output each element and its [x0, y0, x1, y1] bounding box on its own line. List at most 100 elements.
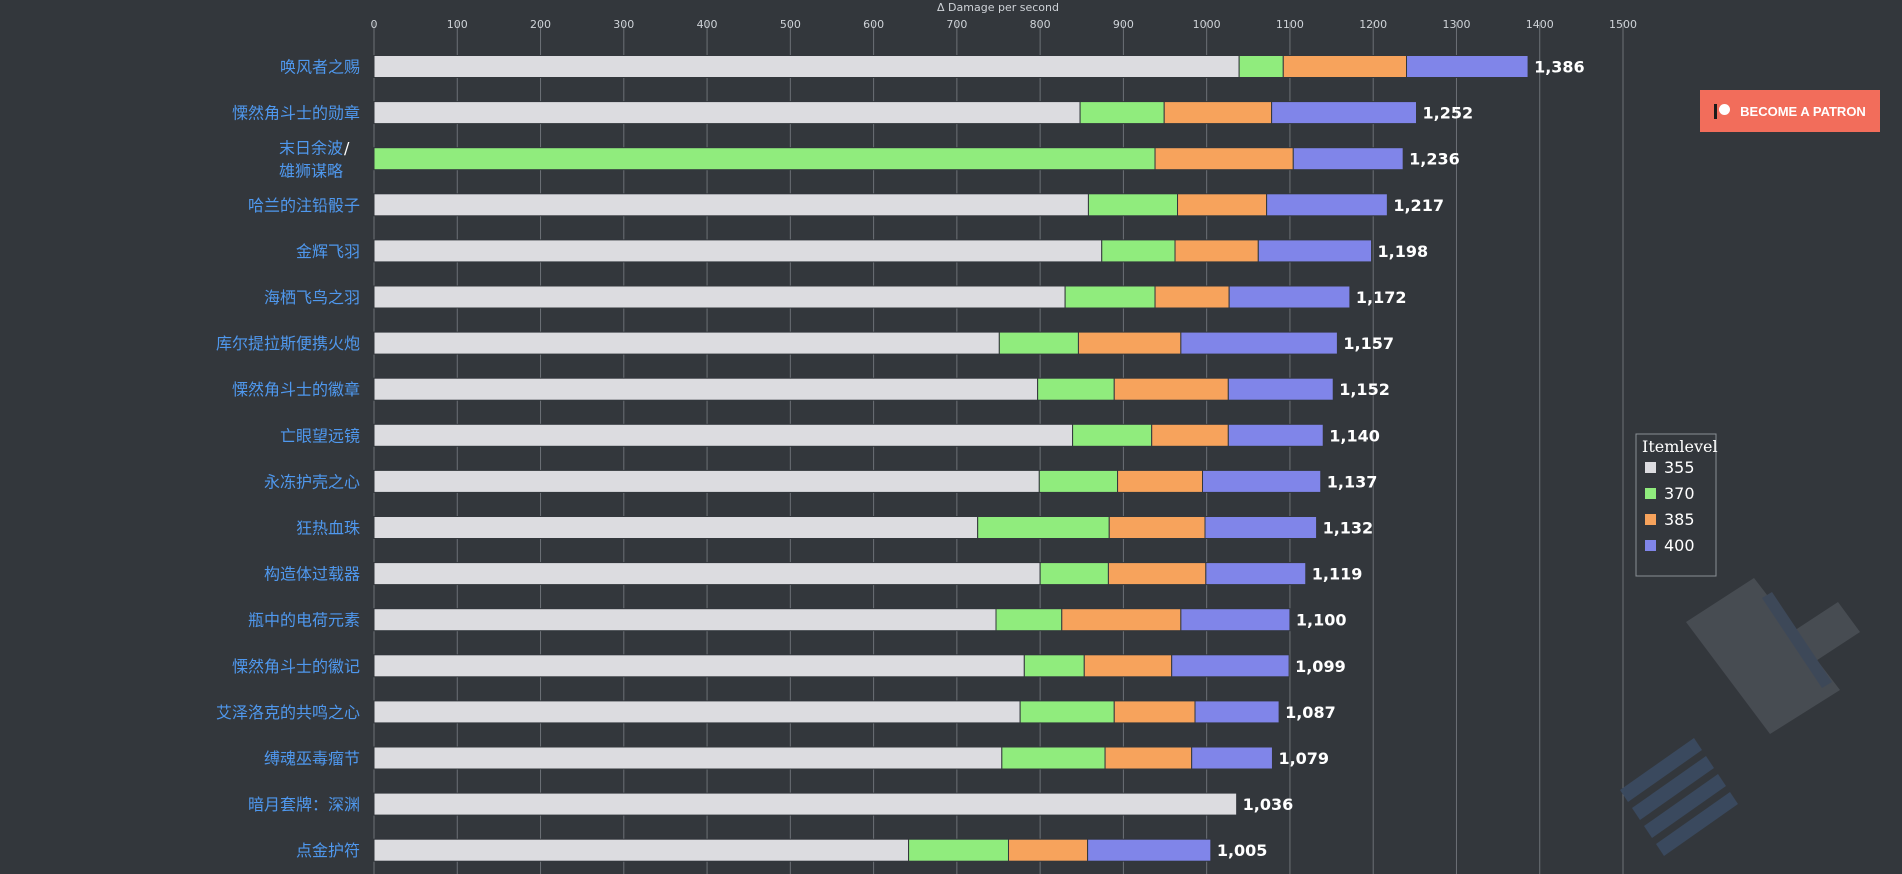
- category-label: 哈兰的注铅骰子: [248, 196, 360, 215]
- category-label: 瓶中的电荷元素: [248, 611, 360, 630]
- category-label: 慄然角斗士的徽记: [232, 657, 360, 676]
- bar-segment: [373, 469, 1040, 493]
- bar-segment: [1019, 700, 1115, 724]
- bar-segment: [1077, 331, 1182, 355]
- total-label: 1,079: [1278, 749, 1329, 768]
- total-label: 1,198: [1378, 242, 1429, 261]
- bar-segment: [1061, 608, 1182, 632]
- bar-segment: [1163, 101, 1273, 125]
- bar-series: [373, 55, 1529, 862]
- bar-segment: [1238, 55, 1284, 78]
- legend-swatch: [1645, 488, 1656, 499]
- bar-segment: [373, 423, 1074, 447]
- total-label: 1,152: [1339, 380, 1390, 399]
- category-label: 狂热血珠: [296, 519, 360, 538]
- total-label: 1,172: [1356, 288, 1407, 307]
- category-label: 点金护符: [296, 841, 360, 860]
- bar-segment: [373, 838, 910, 862]
- x-tick-label: 600: [863, 18, 884, 31]
- bar-segment: [1180, 608, 1291, 632]
- legend-swatch: [1645, 540, 1656, 551]
- x-tick-label: 1000: [1193, 18, 1221, 31]
- bar-segment: [373, 239, 1103, 263]
- legend-title: Itemlevel: [1642, 437, 1718, 456]
- bar-segment: [1104, 746, 1193, 770]
- total-label: 1,217: [1393, 196, 1444, 215]
- become-patron-label: BECOME A PATRON: [1740, 103, 1866, 119]
- category-label: 金辉飞羽: [296, 242, 360, 261]
- bar-segment: [1108, 516, 1206, 539]
- category-label: 暗月套牌：深渊: [248, 795, 360, 814]
- bar-segment: [1072, 423, 1153, 447]
- total-label: 1,087: [1285, 703, 1336, 722]
- x-tick-label: 400: [697, 18, 718, 31]
- bar-segment: [1037, 377, 1115, 401]
- bar-segment: [373, 55, 1240, 78]
- total-label: 1,236: [1409, 150, 1460, 169]
- bar-segment: [1227, 377, 1334, 401]
- x-tick-label: 1300: [1442, 18, 1470, 31]
- bar-segment: [1151, 423, 1229, 447]
- bar-segment: [373, 746, 1003, 770]
- bar-segment: [1177, 193, 1268, 217]
- bar-segment: [1038, 469, 1119, 493]
- bar-segment: [995, 608, 1063, 632]
- x-tick-label: 1400: [1526, 18, 1554, 31]
- bar-segment: [998, 331, 1079, 355]
- watermark-icon: [1620, 578, 1860, 856]
- bar-segment: [1079, 101, 1165, 125]
- bar-segment: [1087, 838, 1212, 862]
- total-label: 1,137: [1327, 472, 1378, 491]
- bar-segment: [1113, 700, 1196, 724]
- legend-items: 355 370 385 400: [1645, 458, 1695, 555]
- category-label: 库尔提拉斯便携火炮: [216, 334, 360, 353]
- bar-segment: [373, 377, 1039, 401]
- bar-segment: [1282, 55, 1408, 78]
- bar-segment: [1180, 331, 1338, 355]
- x-tick-label: 200: [530, 18, 551, 31]
- total-label: 1,252: [1422, 104, 1473, 123]
- bar-segment: [1101, 239, 1176, 263]
- bar-segment: [373, 608, 997, 632]
- total-label: 1,140: [1329, 426, 1380, 445]
- legend-item: 400: [1664, 536, 1695, 555]
- total-label: 1,099: [1295, 657, 1346, 676]
- x-axis-title: Δ Damage per second: [937, 1, 1059, 14]
- bar-segment: [1228, 285, 1351, 309]
- bar-segment: [373, 562, 1041, 586]
- total-label: 1,100: [1296, 611, 1347, 630]
- bar-segment: [1174, 239, 1259, 263]
- x-tick-label: 700: [946, 18, 967, 31]
- bar-segment: [1194, 700, 1280, 724]
- bar-segment: [1266, 193, 1388, 217]
- x-tick-label: 0: [371, 18, 378, 31]
- bar-segment: [1191, 746, 1273, 770]
- bar-segment: [1271, 101, 1417, 125]
- bar-segment: [1154, 147, 1294, 171]
- bar-segment: [1205, 562, 1307, 586]
- bar-segment: [1117, 469, 1204, 493]
- category-label: 雄狮谋略: [279, 162, 343, 181]
- become-patron-button[interactable]: BECOME A PATRON: [1700, 90, 1880, 132]
- bar-segment: [1227, 423, 1324, 447]
- x-tick-label: 900: [1113, 18, 1134, 31]
- category-label: 慄然角斗士的徽章: [232, 380, 360, 399]
- x-tick-label: 1100: [1276, 18, 1304, 31]
- category-label: 海栖飞鸟之羽: [264, 288, 360, 307]
- x-tick-label: 1200: [1359, 18, 1387, 31]
- bar-segment: [1023, 654, 1085, 678]
- bar-segment: [1154, 285, 1230, 309]
- bar-segment: [1202, 469, 1322, 493]
- x-tick-label: 100: [447, 18, 468, 31]
- total-label: 1,005: [1217, 841, 1268, 860]
- legend-swatch: [1645, 514, 1656, 525]
- bar-segment: [1083, 654, 1173, 678]
- bar-segment: [373, 193, 1089, 217]
- bar-segment: [977, 516, 1110, 539]
- x-tick-label: 1500: [1609, 18, 1637, 31]
- total-label: 1,132: [1323, 519, 1374, 538]
- legend-item: 355: [1664, 458, 1695, 477]
- x-tick-label: 800: [1030, 18, 1051, 31]
